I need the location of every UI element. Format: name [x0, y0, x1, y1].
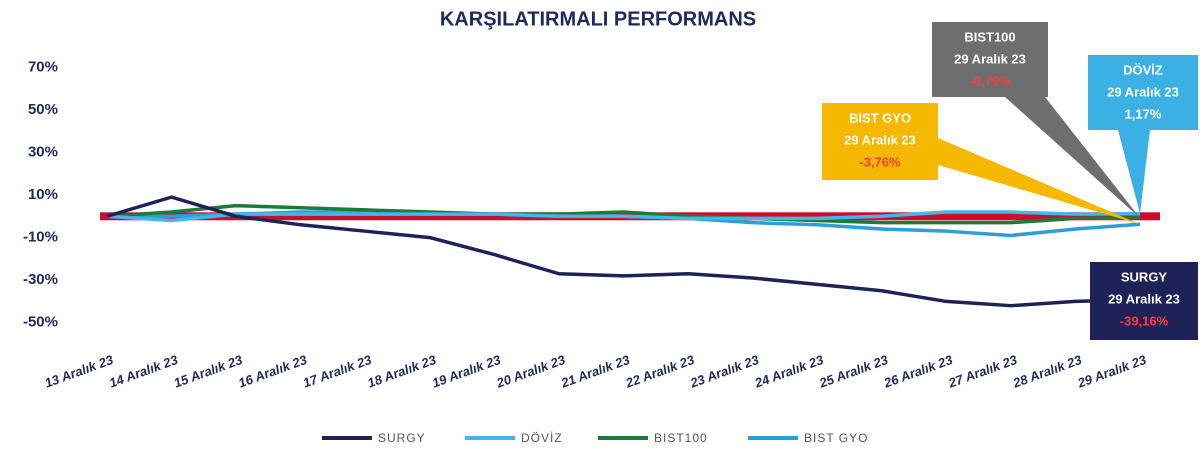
legend-label: SURGY [378, 431, 426, 445]
y-tick-label: -10% [23, 229, 58, 246]
annotation-date: 29 Aralık 23 [844, 132, 916, 147]
legend-label: BIST100 [654, 431, 708, 445]
annotation-box [822, 103, 938, 180]
x-tick-label: 25 Aralık 23 [816, 352, 890, 391]
x-tick-label: 26 Aralık 23 [881, 352, 955, 391]
y-tick-label: -50% [23, 314, 58, 331]
y-tick-label: -30% [23, 271, 58, 288]
x-tick-label: 24 Aralık 23 [752, 352, 826, 391]
annotation-value: 1,17% [1125, 106, 1162, 121]
annotation-name: DÖVİZ [1123, 62, 1163, 77]
x-tick-label: 22 Aralık 23 [623, 352, 697, 391]
x-tick-label: 27 Aralık 23 [946, 352, 1020, 391]
x-tick-label: 13 Aralık 23 [43, 352, 116, 391]
x-tick-label: 16 Aralık 23 [236, 352, 309, 391]
x-tick-label: 14 Aralık 23 [107, 352, 180, 391]
annotation-box [932, 22, 1048, 97]
x-tick-label: 18 Aralık 23 [365, 352, 438, 391]
annotation-pointer [938, 138, 1140, 225]
y-tick-label: 30% [28, 143, 58, 160]
annotation-box [1088, 55, 1198, 130]
annotation-pointer [1005, 97, 1140, 218]
x-tick-label: 17 Aralık 23 [301, 352, 374, 391]
annotation-value: -0,79% [969, 73, 1011, 88]
annotation-date: 29 Aralık 23 [1108, 291, 1180, 306]
legend-label: DÖVİZ [521, 431, 563, 445]
y-tick-label: 10% [28, 186, 58, 203]
annotation-name: BIST100 [964, 29, 1015, 44]
annotation-date: 29 Aralık 23 [954, 51, 1026, 66]
x-tick-label: 29 Aralık 23 [1075, 352, 1149, 391]
annotation-value: -39,16% [1120, 313, 1169, 328]
x-tick-label: 15 Aralık 23 [172, 352, 245, 391]
x-tick-label: 28 Aralık 23 [1010, 352, 1084, 391]
chart-title: KARŞILATIRMALI PERFORMANS [440, 8, 756, 30]
x-tick-label: 21 Aralık 23 [558, 352, 632, 391]
annotation-name: SURGY [1121, 269, 1168, 284]
annotation-date: 29 Aralık 23 [1107, 84, 1179, 99]
x-tick-label: 19 Aralık 23 [430, 352, 503, 391]
legend-label: BIST GYO [804, 431, 868, 445]
annotation-pointer [1118, 130, 1150, 214]
x-tick-label: 20 Aralık 23 [494, 352, 568, 391]
series-line [106, 195, 1141, 308]
annotation-value: -3,76% [859, 154, 901, 169]
x-tick-label: 23 Aralık 23 [687, 352, 761, 391]
series-line [106, 203, 1141, 225]
series-line [106, 210, 1141, 223]
y-tick-label: 70% [28, 58, 58, 75]
annotation-name: BIST GYO [849, 110, 911, 125]
annotation-box [1090, 262, 1198, 340]
y-tick-label: 50% [28, 101, 58, 118]
